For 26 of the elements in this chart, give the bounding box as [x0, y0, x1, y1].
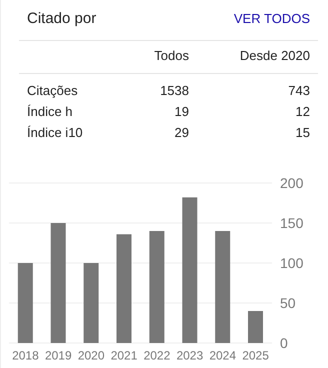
x-tick-label: 2025 — [242, 348, 270, 363]
x-tick-label: 2023 — [176, 348, 204, 363]
text: 12 — [296, 104, 310, 119]
x-tick-label: 2022 — [144, 348, 171, 363]
text: 19 — [174, 104, 189, 119]
x-tick-label: 2021 — [110, 348, 138, 363]
text: 743 — [288, 83, 310, 98]
text: Citações — [27, 83, 78, 98]
x-tick-label: 2024 — [209, 348, 236, 363]
y-tick-label: 200 — [280, 174, 304, 191]
text: 29 — [174, 125, 189, 140]
text: VER TODOS — [234, 11, 310, 26]
y-tick-label: 100 — [280, 254, 304, 271]
text: 15 — [296, 125, 310, 140]
y-tick-label: 50 — [280, 294, 296, 311]
text: Citado por — [27, 10, 96, 27]
y-tick-label: 150 — [280, 214, 304, 231]
x-tick-label: 2020 — [78, 348, 105, 363]
text: Desde 2020 — [240, 48, 310, 63]
text: Índice h — [27, 104, 73, 119]
text: Todos — [154, 48, 189, 63]
y-tick-label: 0 — [280, 334, 288, 351]
x-tick-label: 2019 — [44, 348, 72, 363]
x-tick-label: 2018 — [12, 348, 40, 363]
text: 1538 — [160, 83, 189, 98]
text: Índice i10 — [27, 125, 83, 140]
